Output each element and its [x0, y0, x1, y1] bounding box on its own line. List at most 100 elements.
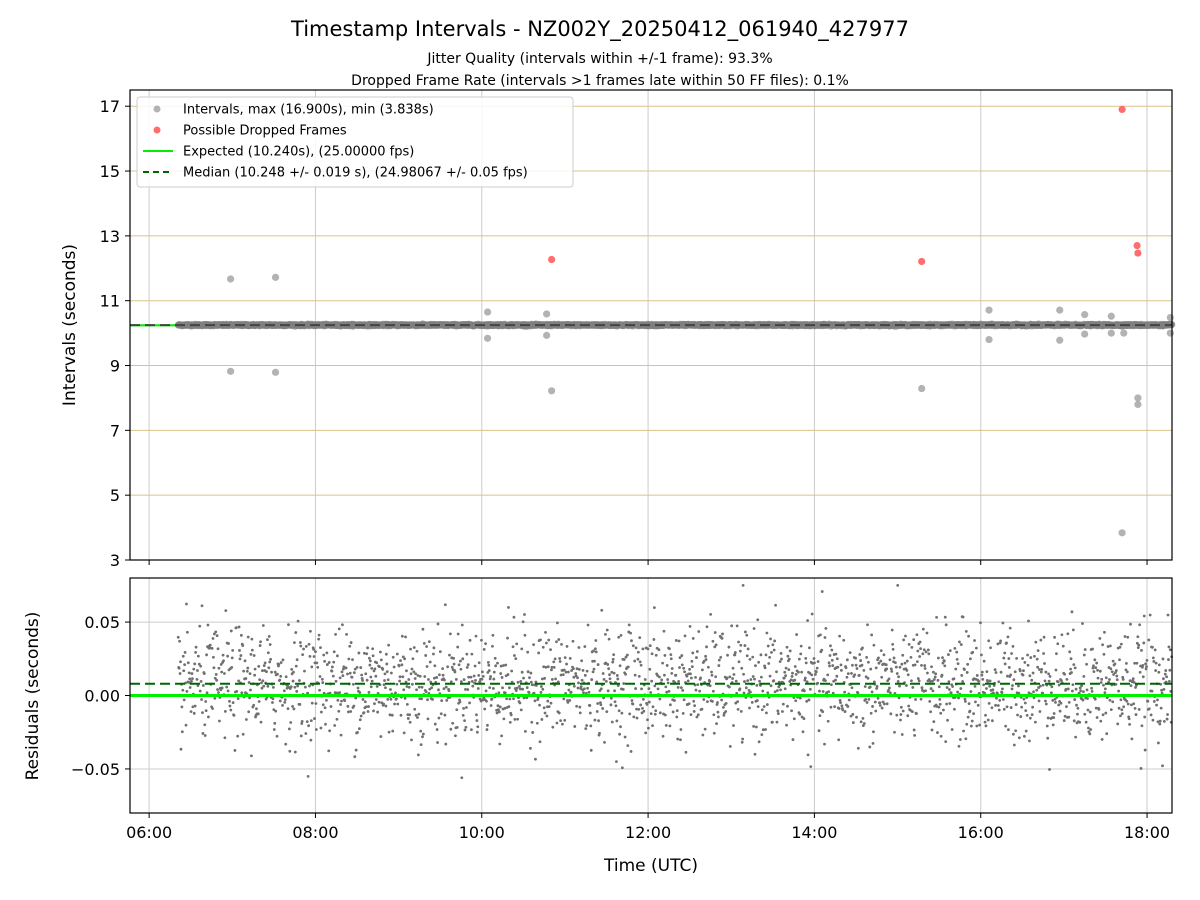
residual-point — [407, 685, 411, 689]
residual-point — [284, 742, 288, 746]
residual-point — [442, 687, 446, 691]
residual-point — [775, 670, 778, 674]
residual-point — [843, 710, 847, 713]
residual-point — [732, 673, 736, 676]
residual-point — [461, 713, 465, 717]
residual-point — [413, 677, 417, 680]
residual-point — [267, 634, 271, 638]
residual-point — [295, 658, 299, 662]
residual-point — [689, 672, 692, 676]
residual-point — [356, 686, 360, 690]
residual-point — [794, 699, 798, 703]
residual-point — [220, 670, 224, 674]
residual-point — [929, 687, 933, 690]
residual-point — [971, 650, 975, 654]
residual-point — [827, 661, 831, 665]
residual-point — [887, 677, 891, 681]
residual-point — [316, 665, 320, 669]
residual-point — [385, 670, 389, 674]
residual-point — [794, 673, 798, 676]
residual-point — [446, 665, 450, 669]
residual-point — [897, 675, 901, 679]
residual-point — [782, 676, 786, 680]
residual-point — [550, 668, 553, 672]
residual-point — [988, 679, 992, 683]
residual-point — [970, 719, 974, 723]
residual-point — [292, 707, 296, 711]
residual-point — [184, 723, 188, 727]
residual-point — [399, 659, 402, 663]
residual-point — [496, 661, 499, 665]
residual-point — [469, 675, 473, 679]
residual-point — [399, 713, 403, 717]
residual-point — [386, 698, 390, 701]
dropped-frame-point — [548, 255, 556, 264]
residual-point — [813, 673, 817, 676]
residual-point — [465, 666, 469, 669]
residual-point — [725, 676, 729, 680]
residual-point — [552, 665, 556, 669]
residual-point — [877, 656, 880, 660]
residual-point — [776, 689, 779, 692]
residual-point — [222, 659, 225, 663]
residual-point — [592, 649, 595, 653]
residual-point — [312, 647, 316, 651]
residual-point — [596, 702, 600, 705]
residual-point — [717, 715, 720, 719]
residual-point — [879, 649, 883, 653]
residual-point — [529, 746, 532, 750]
residual-point — [961, 680, 965, 683]
residual-point — [409, 647, 412, 651]
residual-point — [751, 675, 755, 678]
residual-point — [250, 754, 253, 758]
residual-point — [389, 688, 392, 691]
residual-point — [830, 658, 834, 662]
residual-point — [445, 699, 449, 702]
residual-point — [460, 623, 464, 627]
residual-point — [384, 704, 388, 708]
residual-point — [770, 720, 774, 724]
residual-point — [757, 660, 761, 664]
residual-point — [441, 667, 444, 670]
residual-point — [799, 644, 803, 648]
residual-point — [997, 708, 1001, 712]
residual-point — [842, 638, 846, 642]
residual-point — [217, 691, 220, 694]
residual-point — [443, 603, 447, 607]
residual-point — [541, 645, 545, 649]
residual-point — [457, 663, 461, 667]
residual-point — [586, 623, 590, 627]
residual-point — [478, 680, 482, 684]
residual-point — [682, 666, 686, 670]
residual-point — [257, 700, 261, 703]
residual-point — [470, 728, 473, 732]
residual-point — [325, 651, 329, 655]
residual-point — [543, 676, 546, 680]
residual-point — [450, 665, 454, 669]
residual-point — [674, 639, 678, 642]
residual-point — [850, 686, 854, 690]
residual-point — [826, 673, 830, 677]
residual-point — [636, 650, 640, 654]
residual-point — [460, 776, 464, 780]
residual-point — [1030, 713, 1034, 717]
residual-point — [550, 678, 554, 681]
residual-point — [328, 729, 332, 733]
residual-point — [575, 704, 579, 708]
residual-point — [352, 671, 356, 675]
residual-point — [403, 696, 407, 700]
residual-point — [361, 698, 365, 701]
residual-point — [198, 689, 202, 693]
residual-point — [425, 665, 429, 668]
residual-point — [743, 680, 746, 683]
residual-point — [486, 723, 489, 727]
residual-point — [1004, 724, 1008, 728]
residual-point — [736, 708, 740, 711]
residual-point — [955, 657, 959, 661]
residual-point — [748, 706, 751, 710]
residual-point — [323, 659, 326, 663]
residual-point — [748, 657, 752, 661]
residual-point — [706, 665, 710, 669]
residual-point — [466, 663, 470, 667]
residual-point — [734, 679, 738, 683]
